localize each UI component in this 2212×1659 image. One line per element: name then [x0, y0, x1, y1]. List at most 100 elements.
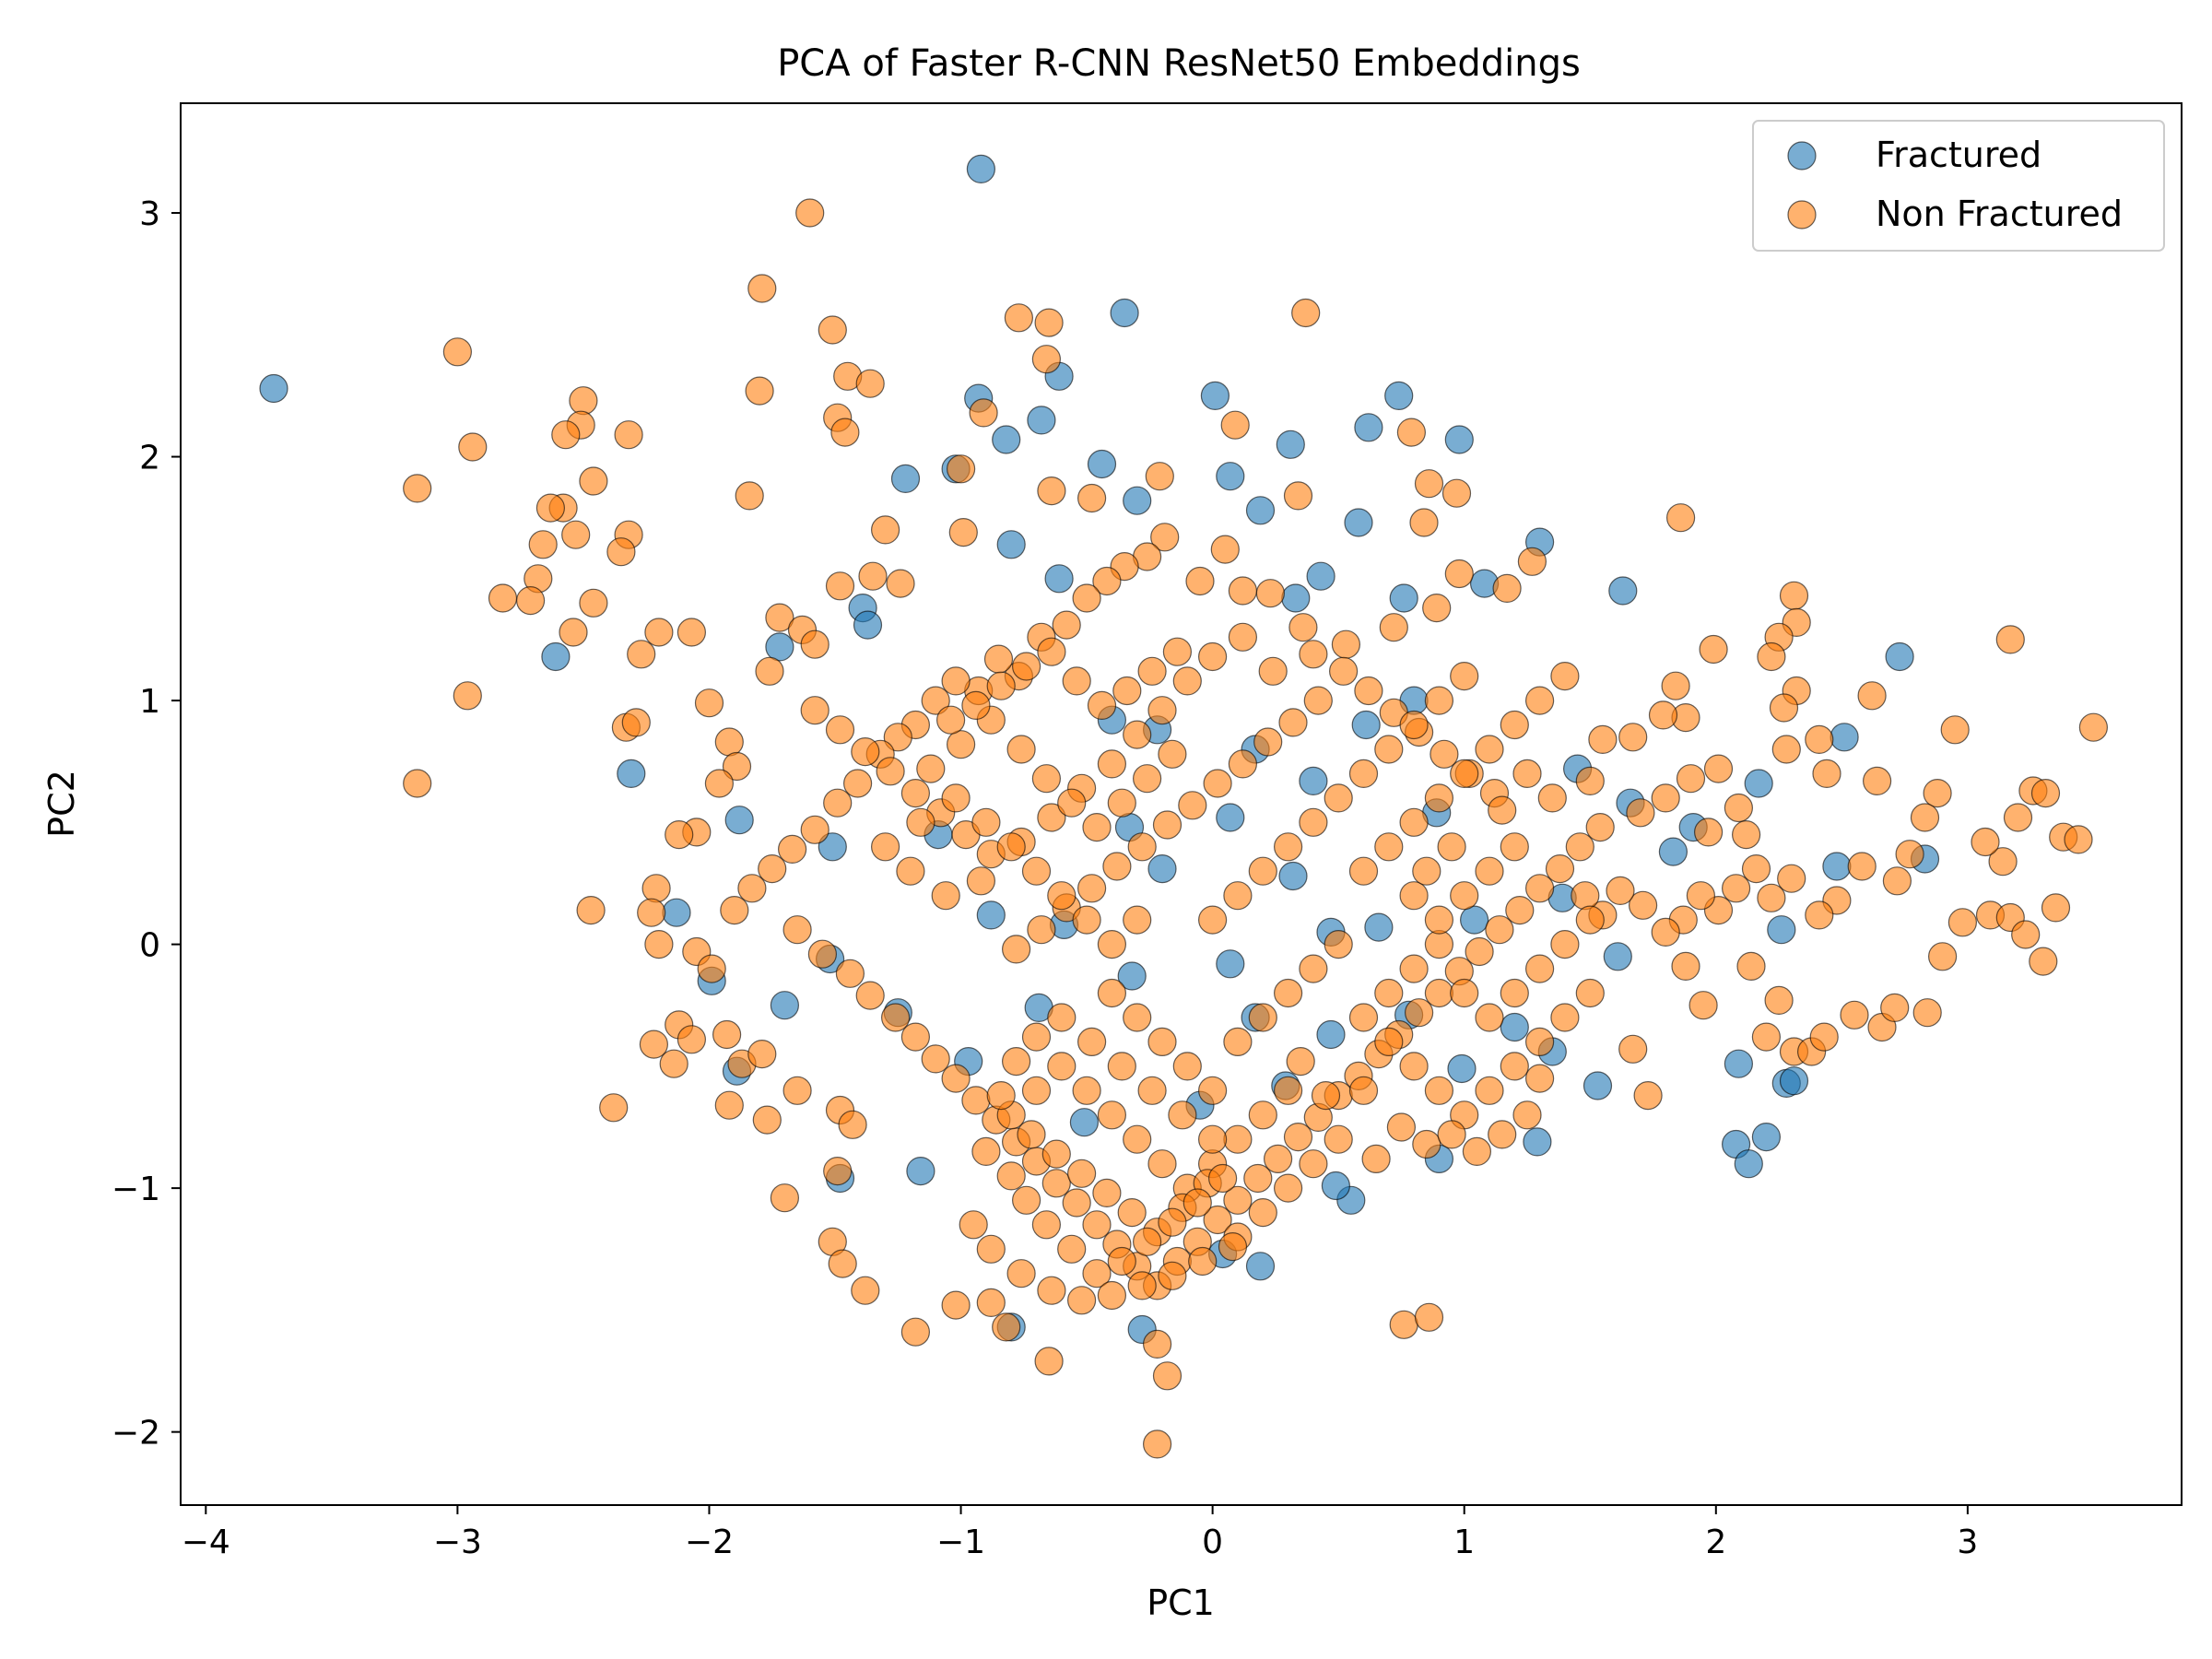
- point-non-fractured: [1011, 652, 1041, 681]
- point-non-fractured: [1162, 637, 1193, 666]
- point-non-fractured: [983, 644, 1014, 674]
- point-non-fractured: [714, 727, 744, 757]
- point-non-fractured: [1809, 1022, 1839, 1052]
- point-fractured: [1500, 1012, 1529, 1042]
- legend-marker-non-fractured: [1787, 200, 1817, 229]
- point-non-fractured: [1512, 759, 1542, 789]
- point-non-fractured: [488, 583, 518, 613]
- point-non-fractured: [1693, 818, 1724, 847]
- point-non-fractured: [1671, 951, 1700, 982]
- point-non-fractured: [559, 618, 588, 647]
- point-fractured: [1364, 912, 1394, 942]
- point-fractured: [853, 610, 883, 640]
- point-non-fractured: [1031, 345, 1062, 374]
- point-non-fractured: [969, 398, 998, 428]
- point-non-fractured: [1299, 1149, 1328, 1179]
- point-non-fractured: [1424, 686, 1454, 715]
- point-non-fractured: [1077, 1027, 1107, 1057]
- point-non-fractured: [1052, 610, 1081, 640]
- point-non-fractured: [1082, 1259, 1112, 1288]
- point-non-fractured: [1751, 1022, 1782, 1052]
- point-non-fractured: [1082, 812, 1112, 842]
- point-non-fractured: [828, 1249, 857, 1278]
- point-non-fractured: [677, 618, 707, 647]
- x-tick-label: −1: [936, 1524, 985, 1561]
- point-non-fractured: [403, 474, 432, 503]
- point-non-fractured: [621, 708, 651, 737]
- point-non-fractured: [1092, 566, 1122, 596]
- point-non-fractured: [641, 874, 671, 903]
- point-non-fractured: [1057, 1234, 1087, 1264]
- point-non-fractured: [825, 571, 855, 601]
- point-non-fractured: [1618, 1034, 1648, 1064]
- point-fractured: [1216, 803, 1245, 832]
- point-fractured: [1603, 942, 1632, 971]
- point-non-fractured: [800, 696, 830, 725]
- point-non-fractured: [644, 929, 674, 959]
- point-non-fractured: [777, 834, 807, 865]
- point-non-fractured: [1303, 686, 1333, 715]
- plot-frame: [180, 102, 2183, 1506]
- point-non-fractured: [1488, 795, 1517, 825]
- point-fractured: [1245, 496, 1276, 525]
- point-non-fractured: [1223, 1185, 1253, 1215]
- point-non-fractured: [606, 537, 636, 567]
- point-non-fractured: [1123, 1124, 1152, 1154]
- point-non-fractured: [1203, 1205, 1232, 1235]
- point-non-fractured: [1197, 1124, 1228, 1154]
- point-fractured: [1321, 1171, 1351, 1201]
- point-non-fractured: [1703, 754, 1734, 783]
- point-non-fractured: [1399, 954, 1429, 983]
- chart-title: PCA of Faster R-CNN ResNet50 Embeddings: [777, 42, 1581, 85]
- point-non-fractured: [1286, 1046, 1315, 1077]
- point-non-fractured: [1450, 881, 1479, 911]
- y-tick-label: 0: [139, 927, 160, 965]
- point-non-fractured: [1545, 853, 1575, 884]
- point-non-fractured: [2011, 920, 2041, 949]
- point-non-fractured: [1299, 807, 1328, 837]
- point-non-fractured: [1097, 929, 1127, 959]
- point-fractured: [1447, 1053, 1477, 1084]
- point-non-fractured: [1123, 720, 1152, 749]
- point-non-fractured: [896, 856, 925, 886]
- point-non-fractured: [1207, 1163, 1238, 1194]
- point-non-fractured: [855, 369, 885, 398]
- point-non-fractured: [1676, 764, 1706, 794]
- point-non-fractured: [528, 530, 558, 559]
- point-non-fractured: [825, 715, 855, 745]
- point-non-fractured: [1001, 935, 1031, 964]
- point-non-fractured: [900, 1022, 931, 1052]
- point-non-fractured: [1348, 856, 1379, 886]
- point-non-fractured: [1724, 793, 1754, 823]
- point-non-fractured: [1437, 832, 1466, 862]
- point-non-fractured: [1253, 727, 1283, 757]
- point-non-fractured: [1424, 1076, 1454, 1105]
- point-non-fractured: [1971, 827, 2000, 857]
- point-fractured: [976, 900, 1006, 930]
- point-fractured: [996, 530, 1026, 559]
- point-fractured: [770, 991, 800, 1020]
- point-non-fractured: [1947, 908, 1977, 937]
- point-fractured: [1110, 298, 1139, 328]
- point-non-fractured: [644, 618, 674, 647]
- point-non-fractured: [835, 959, 865, 988]
- point-non-fractured: [2041, 893, 2071, 923]
- point-non-fractured: [1585, 812, 1615, 842]
- point-non-fractured: [1299, 640, 1328, 669]
- point-non-fractured: [1147, 1027, 1177, 1057]
- point-non-fractured: [1399, 710, 1429, 740]
- point-non-fractured: [800, 629, 830, 659]
- x-tick-label: −3: [433, 1524, 482, 1561]
- point-non-fractured: [1575, 766, 1605, 796]
- point-non-fractured: [1500, 978, 1529, 1008]
- point-non-fractured: [1465, 936, 1494, 967]
- point-non-fractured: [1001, 1046, 1031, 1077]
- point-fractured: [1316, 1019, 1346, 1050]
- point-non-fractured: [515, 585, 546, 616]
- points-layer: [259, 154, 2108, 1459]
- point-non-fractured: [1152, 810, 1182, 840]
- y-tick-label: −2: [112, 1415, 160, 1453]
- point-non-fractured: [1665, 503, 1696, 533]
- point-non-fractured: [992, 1312, 1021, 1342]
- point-non-fractured: [1021, 1076, 1052, 1105]
